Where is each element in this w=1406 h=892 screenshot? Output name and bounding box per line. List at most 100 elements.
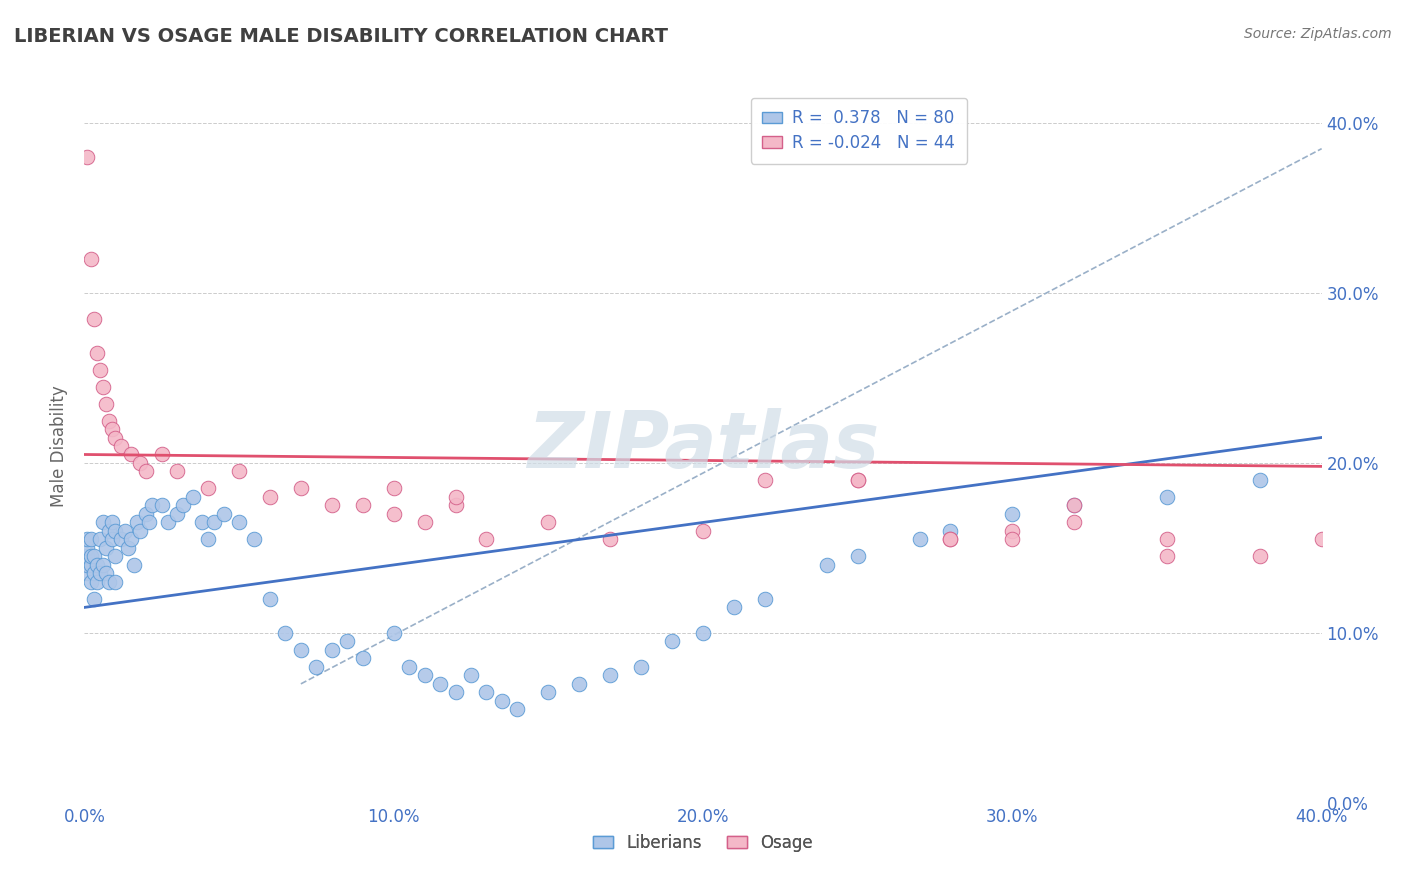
Point: [321, 499, 343, 513]
Point: [101, 422, 124, 436]
Point: [1001, 524, 1024, 538]
Point: [122, 558, 145, 572]
Point: [150, 448, 173, 462]
Point: [129, 456, 152, 470]
Point: [94, 396, 117, 410]
Point: [83, 566, 105, 581]
Point: [110, 439, 132, 453]
Point: [460, 668, 482, 682]
Point: [76, 558, 98, 572]
Point: [110, 533, 132, 547]
Point: [1249, 549, 1271, 564]
Point: [79, 574, 101, 589]
Point: [91, 379, 114, 393]
Point: [135, 465, 157, 479]
Point: [83, 549, 105, 564]
Point: [76, 150, 98, 164]
Point: [259, 591, 281, 606]
Point: [1156, 549, 1178, 564]
Point: [475, 685, 498, 699]
Point: [413, 516, 436, 530]
Point: [1001, 533, 1024, 547]
Point: [754, 591, 776, 606]
Point: [197, 482, 219, 496]
Point: [939, 533, 962, 547]
Point: [98, 413, 121, 427]
Point: [86, 574, 108, 589]
Point: [89, 362, 111, 376]
Point: [98, 524, 121, 538]
Point: [939, 533, 962, 547]
Point: [91, 558, 114, 572]
Point: [599, 668, 621, 682]
Point: [166, 465, 188, 479]
Point: [537, 685, 560, 699]
Point: [166, 507, 188, 521]
Point: [290, 482, 312, 496]
Point: [290, 643, 312, 657]
Point: [141, 499, 163, 513]
Point: [104, 430, 127, 444]
Point: [1156, 490, 1178, 504]
Point: [1249, 473, 1271, 487]
Point: [491, 694, 513, 708]
Point: [114, 524, 136, 538]
Point: [352, 651, 374, 665]
Point: [228, 516, 250, 530]
Point: [568, 677, 591, 691]
Point: [172, 499, 194, 513]
Point: [89, 566, 111, 581]
Point: [259, 490, 281, 504]
Text: ZIPatlas: ZIPatlas: [527, 408, 879, 484]
Point: [156, 516, 179, 530]
Point: [413, 668, 436, 682]
Point: [352, 499, 374, 513]
Point: [1063, 499, 1085, 513]
Point: [846, 473, 869, 487]
Point: [138, 516, 160, 530]
Point: [94, 566, 117, 581]
Point: [125, 516, 148, 530]
Point: [444, 499, 467, 513]
Point: [79, 252, 101, 266]
Point: [228, 465, 250, 479]
Point: [382, 507, 405, 521]
Point: [398, 660, 420, 674]
Point: [86, 345, 108, 359]
Point: [444, 685, 467, 699]
Point: [537, 516, 560, 530]
Point: [1156, 533, 1178, 547]
Point: [129, 524, 152, 538]
Point: [939, 524, 962, 538]
Point: [908, 533, 931, 547]
Point: [382, 626, 405, 640]
Point: [202, 516, 225, 530]
Point: [846, 549, 869, 564]
Point: [243, 533, 266, 547]
Point: [83, 311, 105, 326]
Point: [723, 600, 745, 615]
Point: [94, 541, 117, 555]
Point: [120, 448, 142, 462]
Point: [191, 516, 214, 530]
Point: [150, 499, 173, 513]
Point: [1001, 507, 1024, 521]
Point: [120, 533, 142, 547]
Point: [506, 702, 529, 716]
Point: [692, 524, 714, 538]
Point: [79, 558, 101, 572]
Point: [76, 541, 98, 555]
Point: [76, 533, 98, 547]
Point: [89, 533, 111, 547]
Point: [117, 541, 139, 555]
Point: [101, 533, 124, 547]
Point: [599, 533, 621, 547]
Point: [104, 574, 127, 589]
Point: [197, 533, 219, 547]
Point: [846, 473, 869, 487]
Point: [76, 549, 98, 564]
Point: [101, 516, 124, 530]
Point: [444, 490, 467, 504]
Point: [91, 516, 114, 530]
Point: [815, 558, 838, 572]
